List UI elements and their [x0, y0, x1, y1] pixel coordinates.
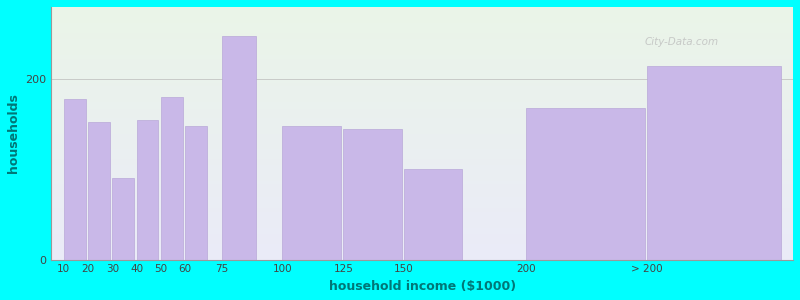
Bar: [404, 169, 462, 260]
Bar: [112, 178, 134, 260]
Text: City-Data.com: City-Data.com: [645, 37, 719, 47]
Bar: [137, 120, 158, 260]
Bar: [647, 66, 781, 260]
Bar: [343, 129, 402, 260]
Bar: [88, 122, 110, 260]
X-axis label: household income ($1000): household income ($1000): [329, 280, 516, 293]
Y-axis label: households: households: [7, 93, 20, 173]
Bar: [64, 99, 86, 260]
Bar: [282, 126, 341, 260]
Bar: [161, 97, 182, 260]
Bar: [526, 108, 645, 260]
Bar: [186, 126, 207, 260]
Bar: [222, 36, 256, 260]
